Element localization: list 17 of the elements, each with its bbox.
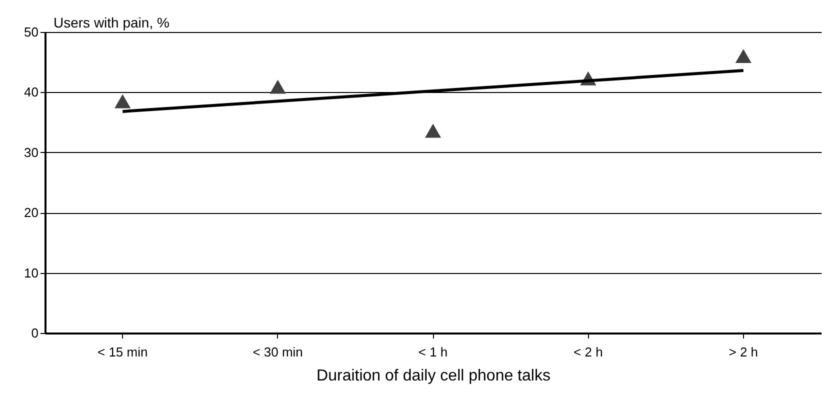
- point: [424, 124, 442, 138]
- y-tick-label: 40: [24, 84, 38, 100]
- point: [270, 80, 286, 94]
- x-tick-label: < 2 h: [574, 344, 603, 360]
- y-tick-label: 10: [24, 265, 38, 280]
- x-tick-label: > 2 h: [728, 344, 758, 360]
- y-tick-label: 0: [31, 326, 38, 340]
- y-axis-title: Users with pain, %: [54, 14, 170, 30]
- point: [735, 49, 752, 64]
- x-axis-title: Duraition of daily cell phone talks: [316, 368, 550, 384]
- y-tick-label: 20: [24, 205, 38, 220]
- point: [114, 94, 131, 108]
- y-tick-label: 30: [24, 144, 38, 160]
- x-tick-label: < 1 h: [418, 344, 448, 360]
- x-tick-label: < 15 min: [97, 344, 148, 360]
- y-tick-label: 50: [24, 24, 38, 40]
- x-tick-label: < 30 min: [252, 344, 303, 360]
